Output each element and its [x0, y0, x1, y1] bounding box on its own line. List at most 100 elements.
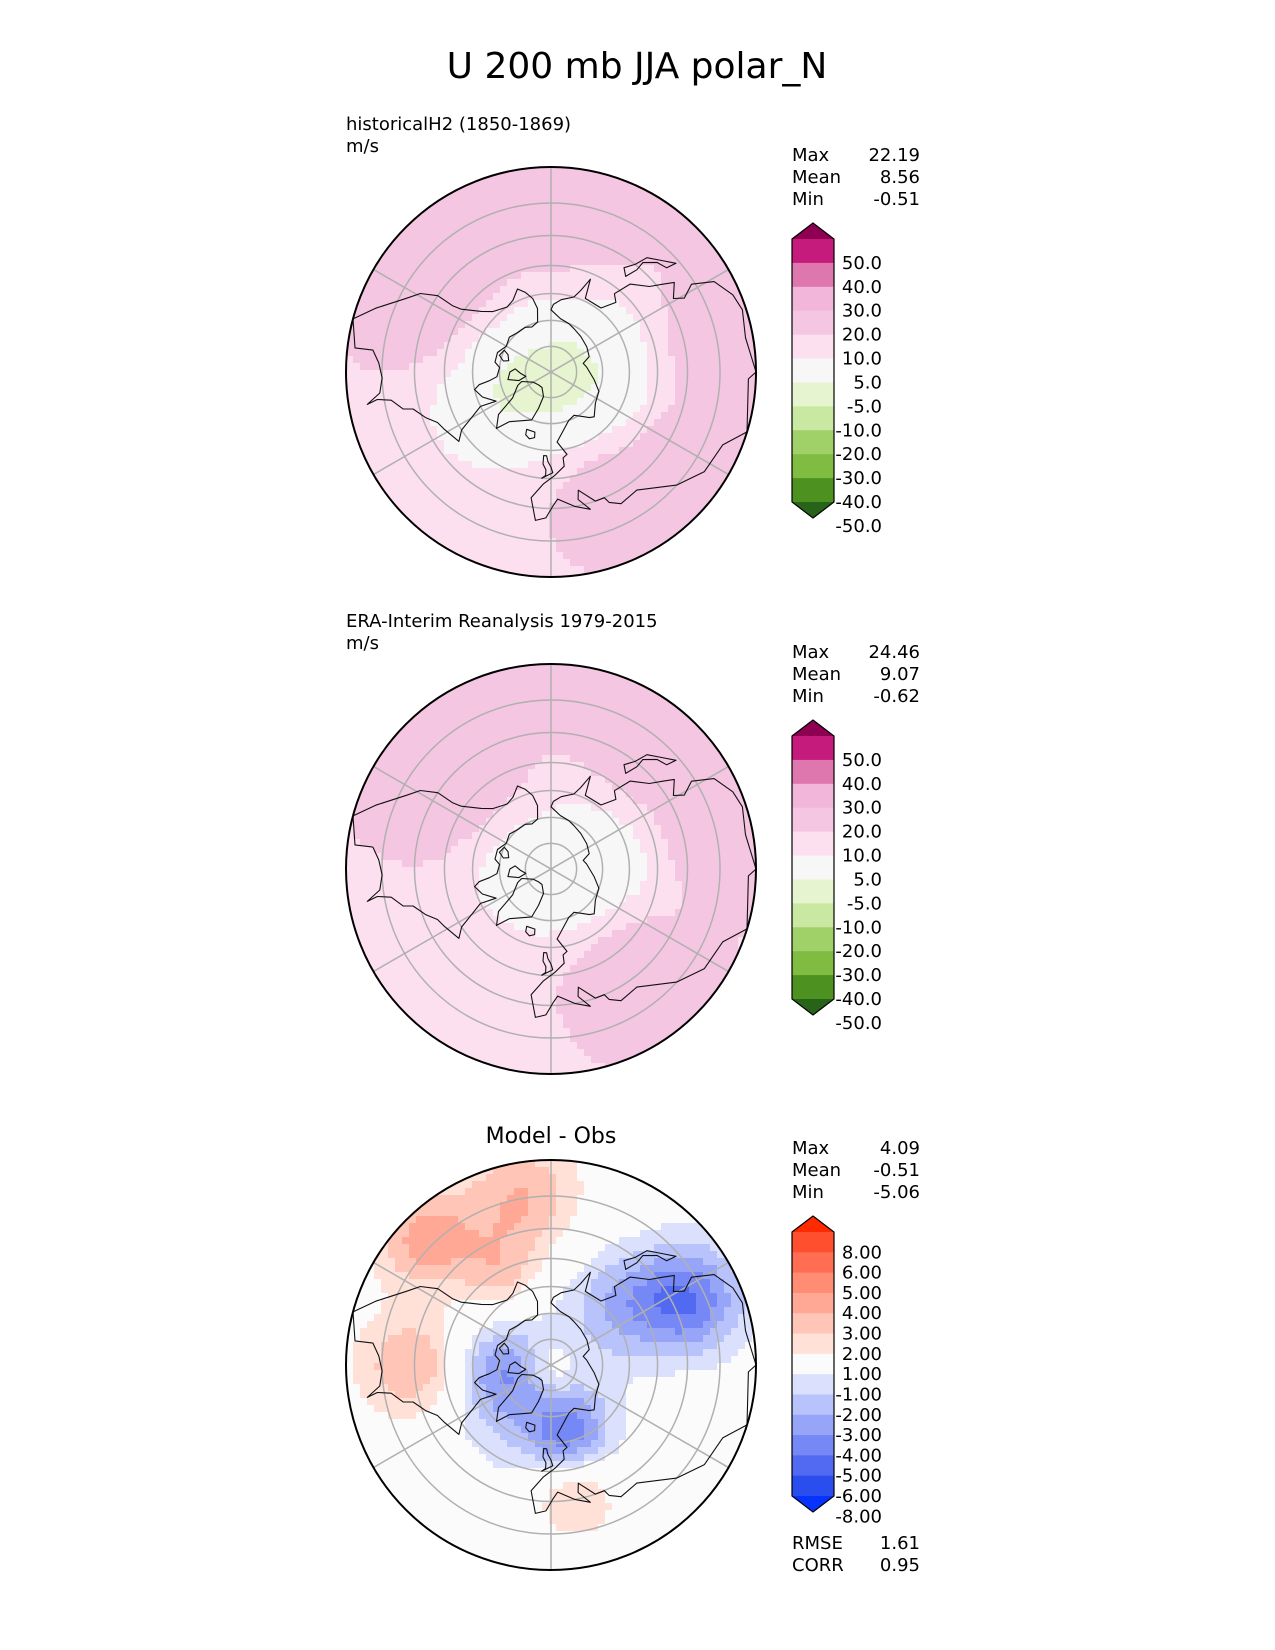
field-cell [507, 454, 515, 462]
field-cell [654, 426, 662, 434]
field-cell [472, 769, 480, 777]
field-cell [640, 419, 648, 427]
field-cell [430, 874, 438, 882]
field-cell [423, 790, 431, 798]
field-cell [577, 447, 585, 455]
field-cell [640, 902, 648, 910]
field-cell [647, 531, 655, 539]
field-cell [619, 363, 627, 371]
field-cell [682, 237, 690, 245]
field-cell [542, 895, 550, 903]
field-cell [437, 797, 445, 805]
field-cell [598, 286, 606, 294]
field-cell [402, 307, 410, 315]
field-cell [521, 678, 529, 686]
field-cell [353, 342, 361, 350]
field-cell [402, 265, 410, 273]
field-cell [682, 510, 690, 518]
field-cell [416, 804, 424, 812]
field-cell [633, 755, 641, 763]
field-cell [577, 398, 585, 406]
field-cell [430, 314, 438, 322]
field-cell [605, 286, 613, 294]
field-cell [619, 300, 627, 308]
field-cell [535, 769, 543, 777]
field-cell [514, 734, 522, 742]
field-cell [577, 433, 585, 441]
field-cell [661, 265, 669, 273]
field-cell [654, 944, 662, 952]
field-cell [598, 720, 606, 728]
field-cell [549, 230, 557, 238]
field-cell [556, 566, 564, 574]
field-cell [563, 895, 571, 903]
field-cell [493, 286, 501, 294]
field-cell [521, 825, 529, 833]
field-cell [710, 846, 718, 854]
field-cell [640, 300, 648, 308]
field-cell [570, 251, 578, 259]
field-cell [598, 706, 606, 714]
field-cell [563, 755, 571, 763]
field-cell [619, 727, 627, 735]
field-cell [584, 412, 592, 420]
field-cell [542, 825, 550, 833]
field-cell [409, 384, 417, 392]
field-cell [430, 930, 438, 938]
field-cell [654, 769, 662, 777]
field-cell [549, 531, 557, 539]
field-cell [409, 923, 417, 931]
field-cell [514, 797, 522, 805]
field-cell [675, 342, 683, 350]
field-cell [703, 349, 711, 357]
field-cell [486, 783, 494, 791]
field-cell [640, 209, 648, 217]
field-cell [640, 804, 648, 812]
field-cell [472, 496, 480, 504]
field-cell [486, 230, 494, 238]
field-cell [535, 874, 543, 882]
field-cell [528, 538, 536, 546]
field-cell [521, 195, 529, 203]
field-cell [689, 391, 697, 399]
field-cell [689, 881, 697, 889]
field-cell [437, 853, 445, 861]
field-cell [549, 237, 557, 245]
field-cell [577, 489, 585, 497]
field-cell [682, 832, 690, 840]
field-cell [640, 216, 648, 224]
field-cell [493, 895, 501, 903]
field-cell [423, 335, 431, 343]
field-cell [409, 790, 417, 798]
field-cell [388, 314, 396, 322]
field-cell [717, 349, 725, 357]
field-cell [682, 314, 690, 322]
field-cell [409, 909, 417, 917]
field-cell [598, 300, 606, 308]
colorbar-tick-label: -30.0 [835, 468, 882, 489]
field-cell [542, 720, 550, 728]
field-cell [500, 762, 508, 770]
field-cell [402, 748, 410, 756]
field-cell [577, 776, 585, 784]
field-cell [409, 846, 417, 854]
field-cell [444, 293, 452, 301]
field-cell [507, 405, 515, 413]
field-cell [500, 944, 508, 952]
field-cell [570, 426, 578, 434]
field-cell [514, 510, 522, 518]
field-cell [752, 356, 756, 364]
field-cell [633, 216, 641, 224]
field-cell [451, 195, 459, 203]
field-cell [521, 321, 529, 329]
field-cell [514, 811, 522, 819]
field-cell [633, 706, 641, 714]
field-cell [675, 860, 683, 868]
field-cell [577, 881, 585, 889]
field-cell [591, 363, 599, 371]
field-cell [654, 265, 662, 273]
field-cell [409, 237, 417, 245]
field-cell [682, 496, 690, 504]
field-cell [563, 433, 571, 441]
field-cell [549, 727, 557, 735]
